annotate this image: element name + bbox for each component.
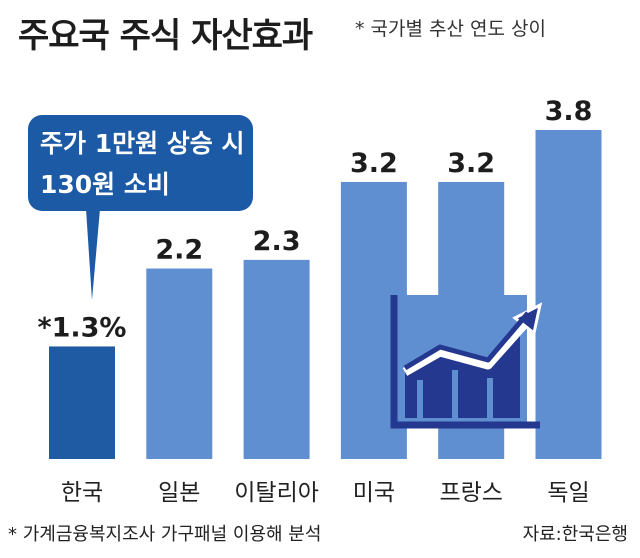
category-label-2: 이탈리아: [234, 480, 319, 506]
callout-line1: 주가 1만원 상승 시: [40, 129, 245, 158]
category-label-5: 독일: [547, 480, 589, 506]
footnote: * 가계금융복지조사 가구패널 이용해 분석: [8, 524, 322, 545]
labels-layer: *1.3% 한국 2.2 일본 2.3 이탈리아 3.2 미국 3.2 프랑스 3.8 독일: [37, 96, 592, 506]
title-note: * 국가별 추산 연도 상이: [355, 18, 546, 40]
callout-bubble: 주가 1만원 상승 시 130원 소비: [28, 115, 253, 300]
category-label-4: 프랑스: [439, 480, 502, 506]
source: 자료:한국은행: [522, 524, 628, 545]
category-label-0: 한국: [61, 480, 103, 506]
callout-line2: 130원 소비: [40, 170, 170, 199]
category-label-1: 일본: [158, 480, 200, 506]
category-label-3: 미국: [353, 480, 395, 506]
rising-trend-chart-icon: [387, 295, 543, 429]
value-label-5: 3.8: [545, 96, 593, 127]
value-label-3: 3.2: [350, 148, 398, 179]
value-label-1: 2.2: [155, 235, 203, 266]
chart-title: 주요국 주식 자산효과: [18, 16, 313, 56]
value-label-4: 3.2: [447, 148, 495, 179]
bar-1: [146, 268, 213, 459]
value-label-2: 2.3: [253, 226, 301, 257]
bar-2: [243, 259, 310, 459]
value-label-0: *1.3%: [37, 312, 126, 343]
bar-0: [49, 346, 115, 459]
bar-5: [535, 130, 602, 459]
